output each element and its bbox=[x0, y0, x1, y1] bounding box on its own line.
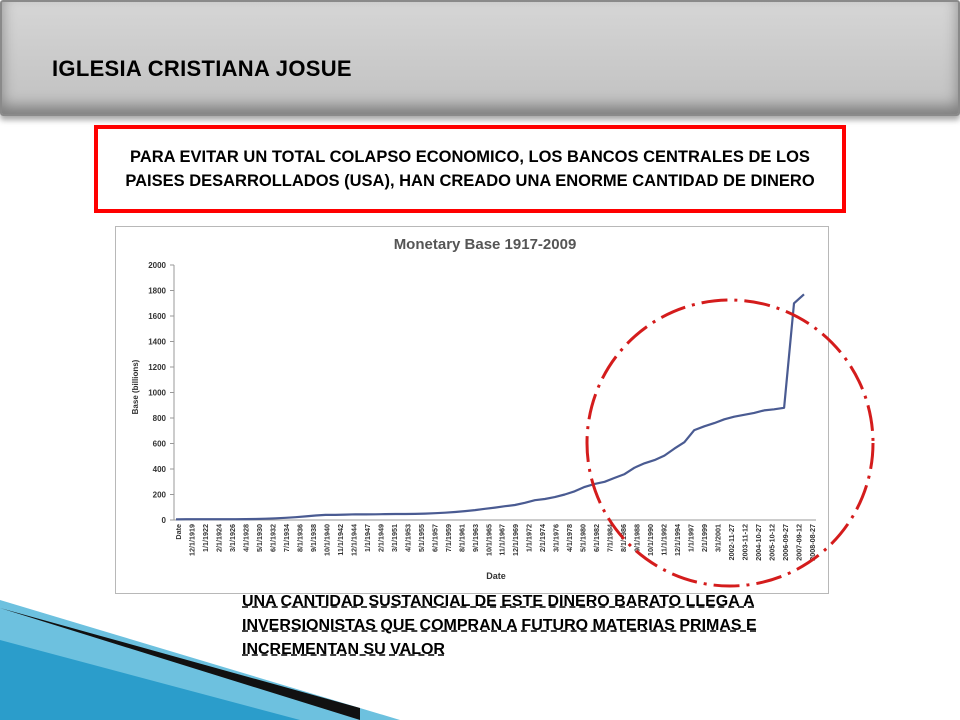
x-tick-label: 6/1/1932 bbox=[268, 524, 277, 552]
corner-black-swoosh bbox=[0, 608, 360, 720]
y-tick-label: 1600 bbox=[148, 312, 166, 321]
x-tick-label: 7/1/1984 bbox=[606, 524, 615, 552]
x-tick-label: 1/1/1972 bbox=[525, 524, 534, 552]
x-tick-label: 7/1/1959 bbox=[444, 524, 453, 552]
x-tick-label: 2002-11-27 bbox=[727, 524, 736, 560]
x-tick-label: 2/1/1924 bbox=[214, 524, 223, 552]
x-tick-label: 2003-11-12 bbox=[741, 524, 750, 560]
x-tick-label: 8/1/1961 bbox=[457, 524, 466, 552]
x-tick-label: 11/1/1992 bbox=[660, 524, 669, 556]
x-tick-label: 10/1/1940 bbox=[322, 524, 331, 556]
x-tick-label: 3/1/1976 bbox=[552, 524, 561, 552]
x-tick-label: 6/1/1982 bbox=[592, 524, 601, 552]
x-tick-label: Date bbox=[174, 524, 183, 540]
y-tick-label: 1200 bbox=[148, 363, 166, 372]
x-tick-label: 2005-10-12 bbox=[768, 524, 777, 561]
monetary-base-chart: Monetary Base 1917-2009 Base (billions) … bbox=[131, 236, 817, 581]
x-tick-label: 5/1/1955 bbox=[417, 524, 426, 552]
x-tick-label: 9/1/1963 bbox=[471, 524, 480, 552]
y-axis-label: Base (billions) bbox=[131, 359, 140, 414]
x-tick-label: 2/1/1974 bbox=[538, 524, 547, 552]
y-tick-label: 800 bbox=[153, 414, 167, 423]
callout-box: PARA EVITAR UN TOTAL COLAPSO ECONOMICO, … bbox=[94, 125, 846, 213]
x-tick-label: 3/1/1926 bbox=[228, 524, 237, 552]
y-tick-label: 1000 bbox=[148, 389, 166, 398]
x-tick-label: 12/1/1969 bbox=[511, 524, 520, 556]
x-tick-label: 10/1/1965 bbox=[484, 524, 493, 556]
x-tick-label: 4/1/1953 bbox=[403, 524, 412, 552]
x-tick-label: 11/1/1967 bbox=[498, 524, 507, 556]
x-axis-label: Date bbox=[486, 571, 506, 581]
x-tick-label: 2007-09-12 bbox=[795, 524, 804, 561]
callout-text: PARA EVITAR UN TOTAL COLAPSO ECONOMICO, … bbox=[125, 148, 815, 190]
x-tick-label: 9/1/1988 bbox=[633, 524, 642, 552]
y-tick-label: 400 bbox=[153, 465, 167, 474]
x-tick-label: 3/1/2001 bbox=[714, 524, 723, 552]
chart-title: Monetary Base 1917-2009 bbox=[394, 236, 577, 253]
chart-frame: Monetary Base 1917-2009 Base (billions) … bbox=[115, 226, 829, 594]
y-tick-label: 0 bbox=[162, 516, 167, 525]
title-bar: IGLESIA CRISTIANA JOSUE bbox=[0, 0, 960, 116]
x-tick-label: 4/1/1928 bbox=[241, 524, 250, 552]
x-tick-label: 2/1/1949 bbox=[376, 524, 385, 552]
x-tick-label: 11/1/1942 bbox=[336, 524, 345, 556]
series-line-0 bbox=[175, 293, 805, 521]
bottom-note-text: UNA CANTIDAD SUSTANCIAL DE ESTE DINERO B… bbox=[242, 593, 757, 658]
highlight-dashed-circle bbox=[585, 298, 875, 588]
x-tick-label: 12/1/1919 bbox=[187, 524, 196, 556]
x-tick-label: 3/1/1951 bbox=[390, 524, 399, 552]
y-tick-label: 1400 bbox=[148, 338, 166, 347]
bottom-note: UNA CANTIDAD SUSTANCIAL DE ESTE DINERO B… bbox=[242, 590, 832, 662]
x-tick-label: 9/1/1938 bbox=[309, 524, 318, 552]
x-tick-label: 2/1/1999 bbox=[700, 524, 709, 552]
x-tick-label: 12/1/1944 bbox=[349, 524, 358, 556]
x-tick-label: 2008-08-27 bbox=[808, 524, 817, 561]
y-ticks: 0 200 400 600 800 1000 1200 1400 1600 1800 2000 bbox=[148, 261, 174, 525]
x-tick-label: 2004-10-27 bbox=[754, 524, 763, 561]
x-tick-label: 1/1/1997 bbox=[687, 524, 696, 552]
x-tick-label: 5/1/1980 bbox=[579, 524, 588, 552]
page-title: IGLESIA CRISTIANA JOSUE bbox=[52, 56, 352, 81]
x-tick-label: 2006-09-27 bbox=[781, 524, 790, 561]
x-ticks: Date 12/1/1919 1/1/1922 2/1/1924 3/1/1926 4/1… bbox=[174, 524, 817, 561]
x-tick-label: 1/1/1947 bbox=[363, 524, 372, 552]
x-tick-label: 4/1/1978 bbox=[565, 524, 574, 552]
x-tick-label: 7/1/1934 bbox=[282, 524, 291, 552]
corner-wave-dark bbox=[0, 640, 300, 720]
x-tick-label: 10/1/1990 bbox=[646, 524, 655, 556]
y-tick-label: 600 bbox=[153, 440, 167, 449]
x-tick-label: 5/1/1930 bbox=[255, 524, 264, 552]
y-tick-label: 1800 bbox=[148, 287, 166, 296]
y-tick-label: 2000 bbox=[148, 261, 166, 270]
x-tick-label: 8/1/1936 bbox=[295, 524, 304, 552]
series-group bbox=[175, 293, 805, 521]
x-tick-label: 6/1/1957 bbox=[430, 524, 439, 552]
y-tick-label: 200 bbox=[153, 491, 167, 500]
x-tick-label: 1/1/1922 bbox=[201, 524, 210, 552]
x-tick-label: 12/1/1994 bbox=[673, 524, 682, 556]
